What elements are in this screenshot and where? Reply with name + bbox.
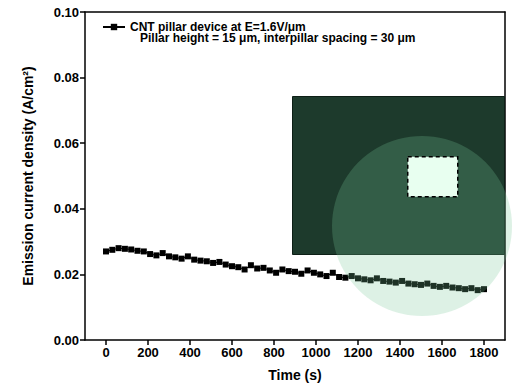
svg-text:0.08: 0.08: [54, 70, 79, 85]
svg-text:200: 200: [137, 345, 159, 360]
svg-text:0.10: 0.10: [54, 5, 79, 20]
svg-text:600: 600: [221, 345, 243, 360]
svg-text:1200: 1200: [344, 345, 373, 360]
svg-text:0.04: 0.04: [54, 201, 80, 216]
svg-text:400: 400: [179, 345, 201, 360]
svg-text:0.00: 0.00: [54, 333, 79, 348]
svg-text:1000: 1000: [302, 345, 331, 360]
svg-text:800: 800: [263, 345, 285, 360]
svg-text:Pillar height = 15 μm, interpi: Pillar height = 15 μm, interpillar spaci…: [140, 31, 415, 45]
svg-text:CNT pillar device at E=1.6V/μm: CNT pillar device at E=1.6V/μm: [130, 20, 306, 34]
svg-text:1400: 1400: [386, 345, 415, 360]
svg-text:Emission current density (A/cm: Emission current density (A/cm²): [20, 66, 36, 285]
svg-text:0.02: 0.02: [54, 267, 79, 282]
svg-text:0: 0: [102, 345, 109, 360]
svg-text:1800: 1800: [470, 345, 499, 360]
svg-text:0.06: 0.06: [54, 136, 79, 151]
svg-text:Time (s): Time (s): [268, 367, 321, 383]
svg-text:1600: 1600: [428, 345, 457, 360]
